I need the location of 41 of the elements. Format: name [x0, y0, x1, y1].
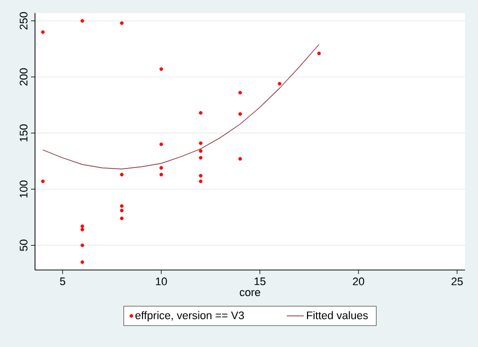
x-tick-label: 15 — [254, 278, 266, 286]
y-tick-label: 50 — [20, 240, 28, 251]
point — [159, 166, 164, 170]
point — [278, 82, 282, 86]
x-tick-label: 5 — [60, 278, 66, 286]
x-tick-label: 10 — [156, 278, 167, 286]
point — [120, 216, 124, 220]
point — [41, 30, 45, 34]
x-axis-title: core — [240, 290, 260, 296]
point — [198, 174, 202, 178]
point — [41, 180, 45, 184]
point — [198, 149, 202, 153]
y-tick-label: 150 — [20, 124, 28, 142]
point — [198, 180, 202, 184]
line-series — [42, 44, 320, 170]
point — [120, 204, 124, 208]
x-tick-label: 25 — [452, 278, 463, 286]
y-tick-label: 200 — [20, 68, 28, 86]
point — [198, 141, 202, 145]
point — [80, 228, 84, 232]
point — [80, 224, 84, 228]
point — [198, 156, 202, 160]
point — [317, 52, 321, 56]
point — [159, 172, 164, 176]
point — [80, 260, 84, 264]
legend-label: Fitted values — [307, 311, 368, 320]
point — [120, 21, 124, 25]
point — [120, 208, 124, 212]
point — [238, 90, 242, 94]
point — [198, 111, 202, 115]
point — [80, 19, 84, 23]
point — [238, 112, 242, 116]
y-tick-label: 250 — [20, 12, 28, 30]
point — [238, 157, 242, 161]
x-tick-label: 20 — [352, 278, 364, 286]
point — [80, 244, 84, 248]
point — [120, 172, 124, 176]
point — [159, 142, 164, 146]
legend-label: effprice, version == V3 — [135, 311, 244, 322]
y-tick-label: 100 — [20, 180, 28, 198]
point — [159, 67, 164, 71]
